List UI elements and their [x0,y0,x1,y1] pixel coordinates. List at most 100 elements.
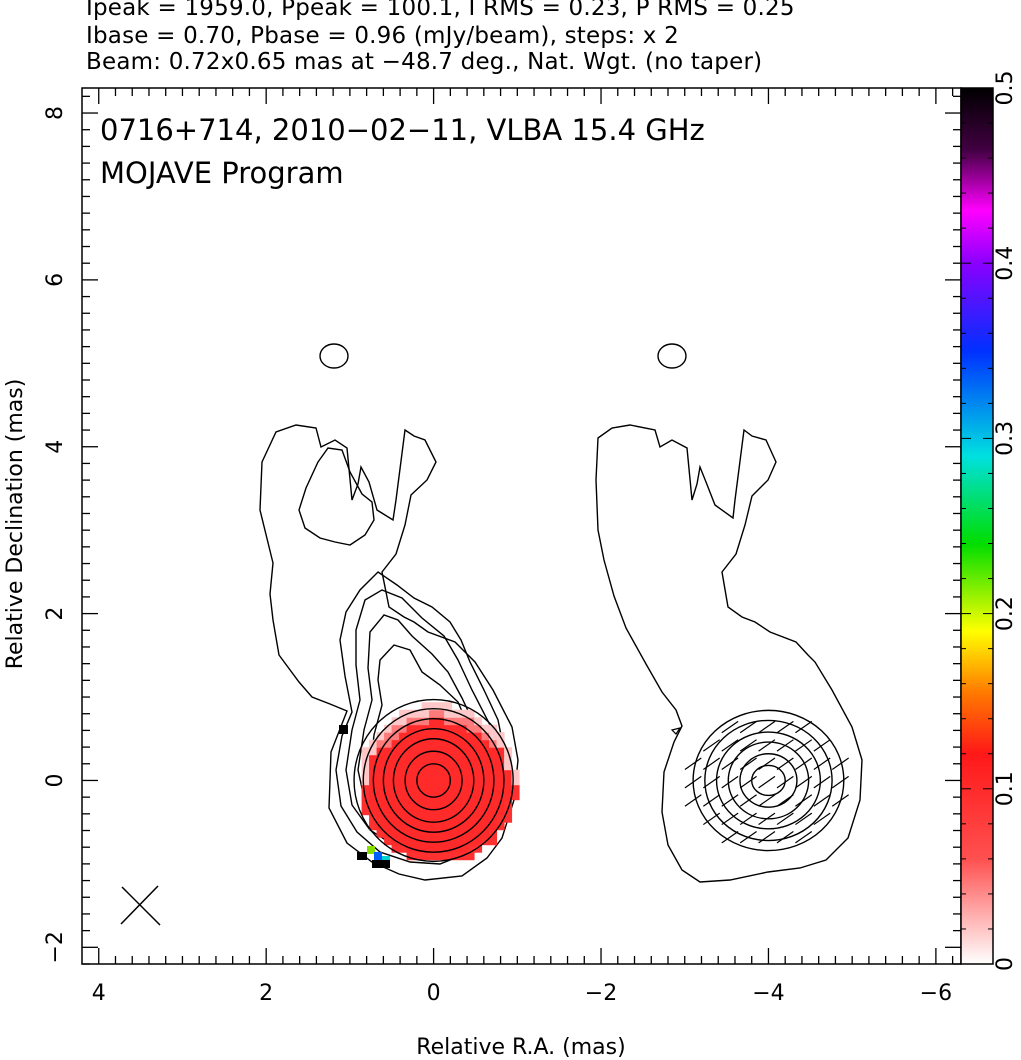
pol-pixel [436,784,445,793]
pol-pixel [451,829,460,838]
y-tick-label: 6 [43,273,68,287]
pol-pixel [481,829,490,838]
evpa-vector [758,775,776,789]
evpa-vector [776,739,794,752]
pol-pixel [406,762,415,771]
x-tick-label: −2 [585,981,617,1006]
pol-pixel [421,792,430,801]
pol-pixel [384,777,393,786]
pol-pixel [429,814,438,823]
pol-pixel [429,739,438,748]
pol-pixel [444,799,453,808]
pol-pixel [421,777,430,786]
pol-pixel [399,717,408,726]
pol-edge-pixel [374,852,382,860]
pol-pixel [451,762,460,771]
pol-pixel [376,822,385,831]
pol-pixel [444,717,453,726]
evpa-vector [813,794,831,807]
pol-pixel [489,837,498,846]
pol-pixel [496,807,505,816]
pol-pixel [391,807,400,816]
pol-pixel [459,814,468,823]
pol-pixel [436,747,445,756]
axis-ticks [82,88,961,965]
evpa-vector [795,830,813,844]
header-line-3: Beam: 0.72x0.65 mas at −48.7 deg., Nat. … [86,49,763,75]
pol-pixel [489,799,498,808]
right-small-contour [670,727,682,735]
pol-pixel [369,747,378,756]
evpa-vectors [684,720,849,844]
pol-pixel [459,762,468,771]
pol-pixel [444,844,453,853]
left-core-contour [392,738,475,823]
pol-pixel [421,717,430,726]
x-tick-label: 2 [259,981,273,1006]
colorbar-tick-label: 0.5 [993,71,1018,106]
pol-pixel [466,709,475,718]
evpa-vector [739,757,757,770]
pol-pixel [429,732,438,741]
pol-pixel [451,837,460,846]
pol-pixel [459,739,468,748]
pol-pixel [376,762,385,771]
header-line-2: Ibase = 0.70, Pbase = 0.96 (mJy/beam), s… [86,23,679,49]
pol-pixel [451,852,460,861]
pol-pixel [414,822,423,831]
evpa-vector [831,757,849,770]
pol-pixel [429,702,438,711]
pol-pixel [511,792,520,801]
pol-pixel [466,724,475,733]
plot-frame [81,87,962,965]
evpa-vector [795,794,813,807]
pol-pixel [414,754,423,763]
evpa-vector [776,720,794,734]
pol-pixel [429,807,438,816]
evpa-vector [721,720,739,734]
left-island-contour [319,343,349,369]
pol-pixel [466,829,475,838]
pol-pixel [489,807,498,816]
pol-pixel [406,784,415,793]
pol-pixel [474,739,483,748]
pol-pixel [421,784,430,793]
pol-pixel [489,724,498,733]
pol-pixel [451,822,460,831]
pol-pixel [406,769,415,778]
pol-pixel [459,822,468,831]
evpa-vector [813,775,831,789]
pol-pixel [466,844,475,853]
panel-title-line-1: 0716+714, 2010−02−11, VLBA 15.4 GHz [100,113,705,147]
pol-pixel [444,769,453,778]
pol-pixel [384,747,393,756]
pol-pixel [444,747,453,756]
pol-pixel [466,717,475,726]
pol-pixel [384,792,393,801]
pol-pixel [504,807,513,816]
pol-pixel [376,732,385,741]
pol-pixel [451,777,460,786]
pol-pixel [481,724,490,733]
pol-pixel [414,724,423,733]
y-tick-label: −2 [43,931,68,963]
pol-pixel [406,807,415,816]
pol-pixel [384,822,393,831]
y-tick-label: 4 [43,440,68,454]
pol-pixel [421,754,430,763]
pol-pixel [391,754,400,763]
pol-pixel [436,852,445,861]
evpa-vector [795,720,813,734]
map-layer [120,343,863,926]
evpa-vector [813,812,831,826]
pol-pixel [474,724,483,733]
pol-pixel [436,762,445,771]
pol-pixel [421,822,430,831]
pol-pixel [399,769,408,778]
pol-pixel [474,717,483,726]
pol-pixel [444,807,453,816]
pol-pixel [399,822,408,831]
pol-pixel [384,829,393,838]
pol-pixel [421,844,430,853]
pol-pixel [474,777,483,786]
